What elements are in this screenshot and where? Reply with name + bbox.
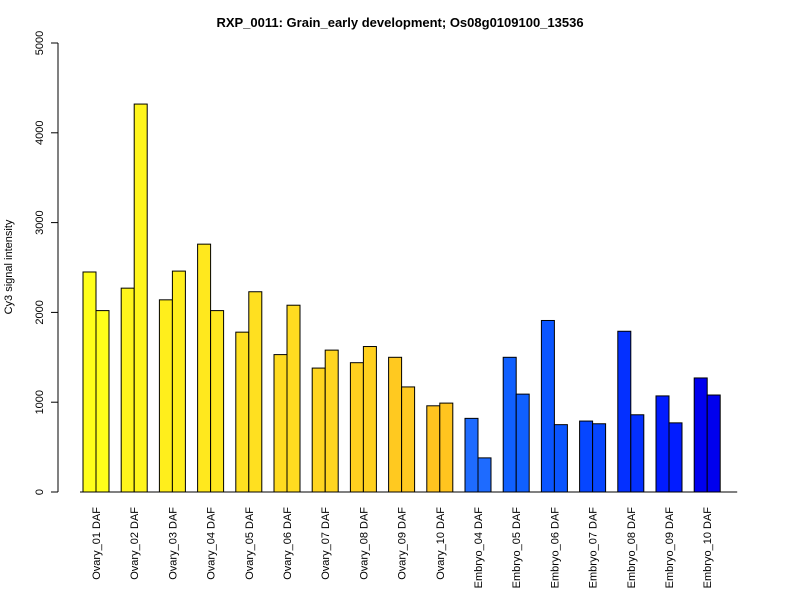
- x-tick-label: Embryo_06 DAF: [549, 507, 561, 589]
- bar-embryo_06-daf-2: [553, 424, 568, 493]
- bar-embryo_09-daf-2: [668, 422, 683, 493]
- bar-embryo_08-daf-1: [617, 330, 632, 493]
- x-tick-label: Ovary_06 DAF: [282, 507, 294, 580]
- bar-embryo_08-daf-2: [630, 414, 645, 493]
- x-tick-label: Embryo_07 DAF: [588, 507, 600, 589]
- bar-embryo_05-daf-1: [502, 356, 517, 493]
- x-tick-label: Ovary_10 DAF: [435, 507, 447, 580]
- bar-ovary_08-daf-2: [362, 346, 377, 493]
- y-tick-label: 2000: [34, 300, 46, 324]
- x-tick-label: Ovary_08 DAF: [358, 507, 370, 580]
- x-tick-label: Ovary_02 DAF: [129, 507, 141, 580]
- bar-ovary_01-daf-2: [95, 310, 110, 493]
- x-tick-label: Embryo_04 DAF: [473, 507, 485, 589]
- bar-ovary_07-daf-2: [324, 349, 339, 493]
- bar-ovary_02-daf-1: [120, 287, 135, 493]
- x-tick-label: Embryo_10 DAF: [702, 507, 714, 589]
- bar-embryo_04-daf-2: [477, 457, 492, 493]
- bar-ovary_04-daf-1: [197, 243, 212, 493]
- bar-ovary_06-daf-2: [286, 304, 301, 493]
- bar-ovary_04-daf-2: [210, 310, 225, 493]
- y-tick-label: 4000: [34, 121, 46, 145]
- x-tick-label: Ovary_04 DAF: [206, 507, 218, 580]
- bar-ovary_03-daf-1: [158, 299, 173, 493]
- bar-embryo_07-daf-2: [592, 423, 607, 493]
- bar-embryo_05-daf-2: [515, 393, 530, 493]
- y-axis: 0 1000 2000 3000 4000 5000: [34, 31, 59, 495]
- chart-title: RXP_0011: Grain_early development; Os08g…: [216, 15, 583, 30]
- y-tick-label: 3000: [34, 210, 46, 234]
- bar-embryo_10-daf-2: [706, 394, 721, 493]
- x-tick-label: Ovary_05 DAF: [244, 507, 256, 580]
- bar-ovary_10-daf-1: [426, 405, 441, 493]
- bars: [82, 103, 721, 493]
- x-tick-label: Embryo_08 DAF: [626, 507, 638, 589]
- x-tick-label: Embryo_05 DAF: [511, 507, 523, 589]
- x-tick-labels: Ovary_01 DAF Ovary_02 DAF Ovary_03 DAF Ovar…: [91, 507, 714, 589]
- bar-embryo_09-daf-1: [655, 395, 670, 493]
- bar-ovary_05-daf-2: [248, 291, 263, 493]
- bar-ovary_10-daf-2: [439, 402, 454, 493]
- bar-ovary_02-daf-2: [133, 103, 148, 493]
- bar-embryo_07-daf-1: [579, 420, 594, 493]
- y-tick-label: 5000: [34, 31, 46, 55]
- bar-embryo_10-daf-1: [693, 377, 708, 493]
- bar-ovary_05-daf-1: [235, 331, 250, 493]
- bar-embryo_04-daf-1: [464, 417, 479, 493]
- x-tick-label: Ovary_01 DAF: [91, 507, 103, 580]
- bar-ovary_09-daf-2: [401, 386, 416, 493]
- bar-ovary_01-daf-1: [82, 271, 97, 493]
- x-tick-label: Ovary_03 DAF: [167, 507, 179, 580]
- x-tick-label: Ovary_09 DAF: [397, 507, 409, 580]
- bar-ovary_09-daf-1: [388, 356, 403, 493]
- bar-ovary_03-daf-2: [171, 270, 186, 493]
- x-tick-label: Ovary_07 DAF: [320, 507, 332, 580]
- bar-ovary_07-daf-1: [311, 367, 326, 493]
- bar-ovary_06-daf-1: [273, 354, 288, 493]
- y-tick-label: 1000: [34, 390, 46, 414]
- bar-embryo_06-daf-1: [540, 319, 555, 493]
- y-axis-label: Cy3 signal intensity: [3, 219, 15, 314]
- y-tick-label: 0: [34, 489, 46, 495]
- bar-ovary_08-daf-1: [349, 362, 364, 493]
- x-tick-label: Embryo_09 DAF: [664, 507, 676, 589]
